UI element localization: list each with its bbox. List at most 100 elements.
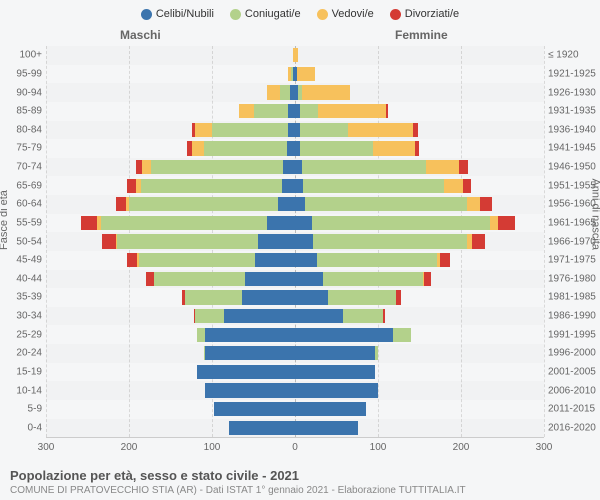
female-bar [295,179,544,193]
bar-segment [383,309,385,323]
bar-segment [396,290,401,304]
bar-segment [295,216,312,230]
birth-label: 1971-1975 [548,255,598,266]
bar-segment [440,253,450,267]
x-axis: 3002001000100200300 [46,442,544,456]
male-bar [46,216,295,230]
age-label: 35-39 [4,292,42,303]
bar-segment [204,141,287,155]
male-bar [46,272,295,286]
birth-label: 1961-1965 [548,217,598,228]
x-tick-label: 0 [292,442,298,453]
female-bar [295,290,544,304]
bar-segment [205,383,295,397]
bar-segment [287,141,295,155]
bar-segment [295,290,328,304]
bar-segment [297,67,315,81]
bar-segment [141,179,282,193]
bar-segment [295,179,303,193]
bar-segment [197,365,295,379]
bar-segment [280,85,290,99]
legend-label: Coniugati/e [245,8,301,20]
male-bar [46,253,295,267]
bar-segment [375,346,378,360]
age-label: 90-94 [4,87,42,98]
x-tick-label: 300 [38,442,55,453]
birth-label: 1976-1980 [548,273,598,284]
bar-segment [288,104,295,118]
age-label: 20-24 [4,348,42,359]
female-bar [295,346,544,360]
bar-segment [224,309,295,323]
male-bar [46,234,295,248]
bar-segment [305,197,467,211]
female-bar [295,48,544,62]
bar-segment [295,160,302,174]
age-label: 0-4 [4,422,42,433]
legend-item: Vedovi/e [317,8,374,20]
age-label: 55-59 [4,217,42,228]
bar-segment [303,179,444,193]
female-bar [295,421,544,435]
bar-segment [295,48,298,62]
bar-segment [313,234,467,248]
bar-segment [185,290,241,304]
male-bar [46,85,295,99]
bar-segment [393,328,411,342]
male-bar [46,328,295,342]
male-bar [46,197,295,211]
age-label: 70-74 [4,162,42,173]
age-label: 25-29 [4,329,42,340]
legend-label: Vedovi/e [332,8,374,20]
bar-segment [498,216,515,230]
bar-segment [312,216,490,230]
age-row: 40-441976-1980 [46,270,544,289]
male-header: Maschi [120,28,161,42]
bar-segment [195,309,223,323]
bar-segment [295,328,393,342]
age-row: 10-142006-2010 [46,381,544,400]
male-bar [46,67,295,81]
bar-segment [242,290,295,304]
chart-title: Popolazione per età, sesso e stato civil… [10,468,590,483]
age-row: 100+≤ 1920 [46,46,544,65]
pyramid-rows: 100+≤ 192095-991921-192590-941926-193085… [46,46,544,437]
age-label: 10-14 [4,385,42,396]
male-bar [46,290,295,304]
bar-segment [101,216,267,230]
legend-item: Coniugati/e [230,8,301,20]
legend-label: Celibi/Nubili [156,8,214,20]
bar-segment [258,234,295,248]
birth-label: 1951-1955 [548,180,598,191]
birth-label: 2016-2020 [548,422,598,433]
birth-label: 1936-1940 [548,124,598,135]
female-bar [295,67,544,81]
male-bar [46,309,295,323]
age-row: 50-541966-1970 [46,232,544,251]
age-row: 35-391981-1985 [46,288,544,307]
age-label: 60-64 [4,199,42,210]
bar-segment [239,104,254,118]
bar-segment [229,421,295,435]
bar-segment [192,141,204,155]
age-label: 100+ [4,50,42,61]
bar-segment [295,234,313,248]
bar-segment [444,179,462,193]
bar-segment [295,383,378,397]
age-row: 25-291991-1995 [46,325,544,344]
bar-segment [283,160,295,174]
legend-swatch [230,9,241,20]
bar-segment [348,123,413,137]
male-bar [46,383,295,397]
age-label: 45-49 [4,255,42,266]
female-bar [295,309,544,323]
male-bar [46,346,295,360]
age-row: 95-991921-1925 [46,65,544,84]
age-row: 15-192001-2005 [46,363,544,382]
bar-segment [254,104,289,118]
male-bar [46,365,295,379]
birth-label: 1941-1945 [548,143,598,154]
bar-segment [295,402,366,416]
bar-segment [459,160,467,174]
bar-segment [426,160,459,174]
